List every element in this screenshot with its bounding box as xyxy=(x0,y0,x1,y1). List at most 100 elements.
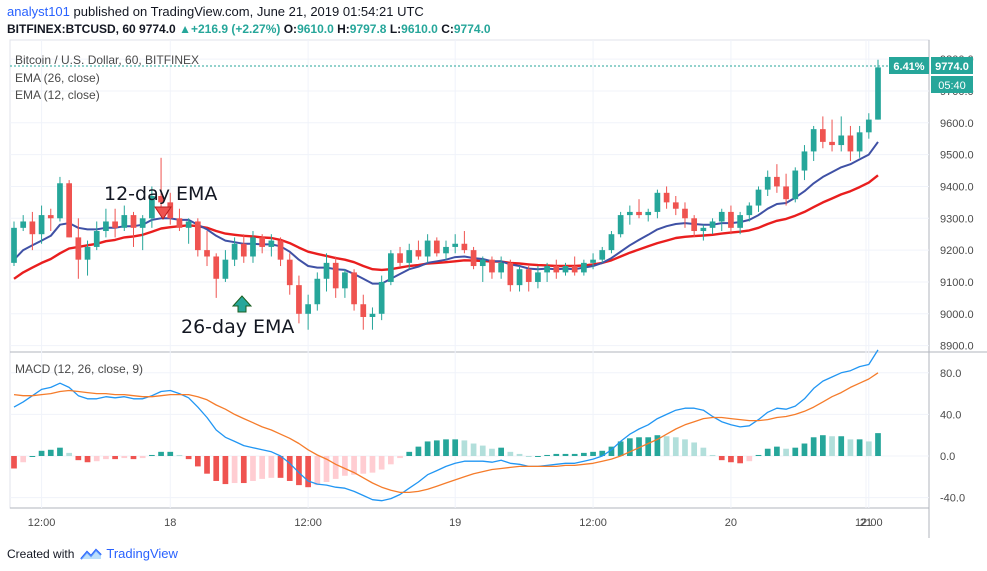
candle-body xyxy=(755,189,762,206)
candle-body xyxy=(231,243,238,260)
candle-body xyxy=(700,227,707,232)
candle-body xyxy=(305,304,311,314)
macd-hist-bar xyxy=(792,447,799,456)
high-label: H: xyxy=(337,22,350,36)
candle-body xyxy=(213,256,220,279)
symbol-header: BITFINEX:BTCUSD, 60 9774.0 ▲+216.9 (+2.2… xyxy=(7,22,491,36)
price-tick-label: 9100.0 xyxy=(940,277,974,289)
candle-body xyxy=(737,215,743,228)
candle-body xyxy=(535,272,541,282)
macd-hist-bar xyxy=(820,435,826,456)
macd-hist-bar xyxy=(433,440,440,456)
macd-hist-bar xyxy=(774,446,780,456)
candle-body xyxy=(268,240,275,247)
macd-hist-bar xyxy=(332,456,339,479)
candle-body xyxy=(608,234,615,251)
high-value: 9797.8 xyxy=(349,22,387,36)
candle-body xyxy=(103,221,109,232)
candle-body xyxy=(590,259,596,263)
macd-hist-bar xyxy=(479,445,486,456)
macd-hist-bar xyxy=(636,437,642,456)
price-tick-label: 9400.0 xyxy=(940,181,974,193)
price-tick-label: 9000.0 xyxy=(940,309,974,321)
candle-body xyxy=(296,285,302,314)
macd-hist-bar xyxy=(360,456,367,474)
candle-body xyxy=(774,176,780,187)
macd-tick-label: 40.0 xyxy=(940,409,961,421)
macd-hist-bar xyxy=(856,439,863,456)
macd-hist-bar xyxy=(66,452,72,456)
candle-body xyxy=(525,269,532,282)
candle-body xyxy=(443,246,449,254)
macd-hist-bar xyxy=(746,456,753,462)
macd-hist-bar xyxy=(314,456,321,486)
candle-body xyxy=(571,266,578,273)
candle-body xyxy=(479,259,486,267)
macd-hist-bar xyxy=(562,453,569,456)
macd-hist-bar xyxy=(388,456,394,465)
candle-body xyxy=(93,231,100,247)
candle-body xyxy=(406,250,413,263)
candle-body xyxy=(139,218,146,228)
macd-hist-bar xyxy=(259,456,266,479)
macd-hist-bar xyxy=(489,448,495,456)
grid xyxy=(9,39,987,538)
candle-body xyxy=(222,259,229,279)
last-price: 9774.0 xyxy=(139,22,176,36)
open-label: O: xyxy=(283,22,298,36)
macd-hist-bar xyxy=(29,456,36,457)
macd-hist-bar xyxy=(20,456,27,463)
low-label: L: xyxy=(389,22,402,36)
macd-hist-bar xyxy=(342,456,348,476)
candle-body xyxy=(764,176,771,190)
created-with-text: Created with xyxy=(7,546,75,561)
candle-body xyxy=(66,183,72,238)
time-tick-label: 12:00 xyxy=(28,517,56,529)
ema12-legend[interactable]: EMA (12, close) xyxy=(15,88,100,102)
price-badge xyxy=(931,57,973,74)
time-tick-label: 12:00 xyxy=(294,517,322,529)
candle-body xyxy=(11,227,17,263)
macd-hist-bar xyxy=(222,456,229,485)
time-tick-label: 20 xyxy=(725,517,737,529)
macd-legend[interactable]: MACD (12, 26, close, 9) xyxy=(15,362,144,376)
footer: Created with TradingView xyxy=(7,546,178,561)
macd-line xyxy=(13,349,879,502)
macd-hist-bar xyxy=(709,454,716,456)
candle-body xyxy=(388,253,394,282)
macd-hist-bar xyxy=(810,437,817,456)
candle-body xyxy=(544,266,550,273)
candle-body xyxy=(636,211,642,216)
candle-body xyxy=(194,221,201,251)
candle-body xyxy=(489,259,495,273)
candlesticks xyxy=(11,59,881,330)
macd-hist-bar xyxy=(838,436,845,456)
candle-body xyxy=(415,250,422,257)
macd-tick-label: 0.0 xyxy=(940,451,955,463)
price-change: +216.9 (+2.27%) xyxy=(190,22,281,36)
candle-body xyxy=(204,250,210,257)
price-badge-text: 9774.0 xyxy=(935,61,969,73)
candle-body xyxy=(645,211,652,216)
candle-body xyxy=(433,240,440,254)
symbol-name: BITFINEX:BTCUSD, 60 xyxy=(7,22,136,36)
ema-lines xyxy=(13,141,879,285)
candle-body xyxy=(507,262,514,286)
tradingview-brand-link[interactable]: TradingView xyxy=(106,546,178,561)
ema26-legend[interactable]: EMA (26, close) xyxy=(15,71,100,85)
pct-badge xyxy=(889,57,929,74)
macd-hist-bar xyxy=(93,456,100,462)
macd-hist-bar xyxy=(700,447,707,456)
macd-hist-bar xyxy=(296,456,302,486)
author-link[interactable]: analyst101 xyxy=(7,4,70,19)
macd-hist-bar xyxy=(250,456,256,481)
candle-body xyxy=(838,135,845,146)
candle-body xyxy=(112,221,118,228)
macd-hist-bar xyxy=(553,453,560,456)
candle-body xyxy=(820,129,826,142)
candle-body xyxy=(29,221,36,235)
macd-hist-bar xyxy=(38,450,45,456)
macd-hist-bar xyxy=(737,456,743,464)
candle-body xyxy=(682,208,688,219)
